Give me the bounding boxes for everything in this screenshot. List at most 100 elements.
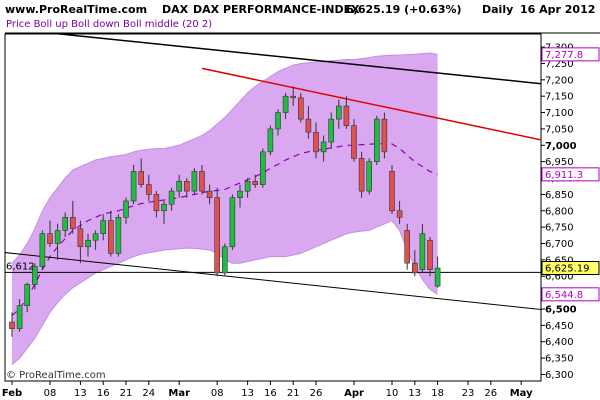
candle-body [138,171,144,185]
candle-body [16,305,23,329]
candle [343,96,350,129]
candle [222,243,228,277]
x-tick-label: 26 [484,388,497,399]
candle [199,164,205,195]
candle-body [237,190,243,198]
candle-body [389,171,395,212]
candle [191,168,198,195]
candle [335,99,342,129]
candle [92,230,99,251]
candle-body [366,161,373,192]
candle [396,200,403,224]
candle-body [290,95,297,99]
x-tick-label: May [510,388,533,399]
x-tick-label: 16 [97,388,110,399]
candle [290,86,297,107]
candle [138,158,144,188]
boll-up-line [11,52,438,264]
y-tick-label: 7,100 [545,108,574,119]
value-flag: 6,625.19 [541,260,600,275]
candle-body [358,158,365,192]
value-flag-label: 6,911.3 [545,170,583,181]
candle-body [259,151,266,185]
candle-body [411,262,418,274]
x-tick-label: Apr [344,388,364,399]
x-tick-label: 26 [310,388,323,399]
candle [404,223,411,270]
x-tick-label: 21 [287,388,300,399]
y-tick-label: 7,150 [545,92,574,103]
candle-body [328,118,335,143]
candle [130,164,137,205]
header-date: 16 Apr 2012 [520,3,595,16]
candle-body [305,118,312,133]
y-tick-label: 6,450 [545,321,574,332]
x-tick-label: 08 [211,388,224,399]
candle [16,299,23,332]
candle-body [335,105,342,120]
x-tick-label: 24 [142,388,155,399]
candle-body [381,118,388,153]
candle-body [70,217,76,230]
y-tick-label: 7,250 [545,59,574,70]
candle-body [214,197,220,274]
candle-body [100,220,106,234]
candle [252,174,258,188]
candle-body [297,97,304,120]
candle [62,212,69,237]
support-line-label: 6,612 [6,261,35,272]
value-flag-box [541,47,600,62]
value-flag: 6,911.3 [541,167,600,182]
value-flag-label: 7,277.8 [545,50,583,61]
candle-body [373,118,380,162]
candle-body [47,233,53,244]
last-price-change: 6,625.19 (+0.63%) [346,3,462,16]
candle [229,194,236,251]
candle-body [229,197,236,248]
x-tick-label: Feb [2,388,22,399]
candle-body [92,233,99,241]
candle [328,112,335,149]
candle-body [404,230,411,264]
y-tick-label: 7,200 [545,75,574,86]
candle [39,230,46,270]
x-axis: Feb 08 13 16 21 24 Mar 08 13 16 21 26 Apr 10 13 18 23 26 M… [2,381,533,399]
candle-body [176,181,182,192]
candle-body [123,200,129,218]
x-tick-label: 18 [431,388,444,399]
candle-body [161,203,167,212]
y-tick-label: 6,600 [545,272,574,283]
y-tick-label: 6,300 [545,370,574,381]
candle-body [9,321,15,329]
y-tick-label: 6,850 [545,190,574,201]
candle [381,112,388,159]
watermark: © ProRealTime.com [6,370,106,381]
candle [275,109,281,136]
candle [54,223,61,260]
candle [24,282,31,313]
y-tick-label: 7,000 [545,141,577,152]
candle [115,214,122,257]
candle [184,178,190,198]
x-tick-label: 13 [74,388,87,399]
candle [320,135,327,162]
instrument-name: DAX PERFORMANCE-INDEX [193,3,360,16]
candle-body [275,112,281,130]
y-tick-label: 6,700 [545,239,574,250]
trend-line-black-upper [52,34,541,85]
candle [351,119,357,162]
value-flag-box [541,287,600,302]
candle [313,122,319,159]
candle-body [199,171,205,192]
candle [373,115,380,165]
y-tick-label: 6,650 [545,255,574,266]
candle-body [24,284,31,307]
value-flag: 7,277.8 [541,47,600,62]
candle [434,256,441,288]
trend-line-black-lower [5,252,541,311]
candle [411,250,418,277]
candle [100,214,106,241]
candle-body [54,230,61,244]
candle [419,223,426,273]
